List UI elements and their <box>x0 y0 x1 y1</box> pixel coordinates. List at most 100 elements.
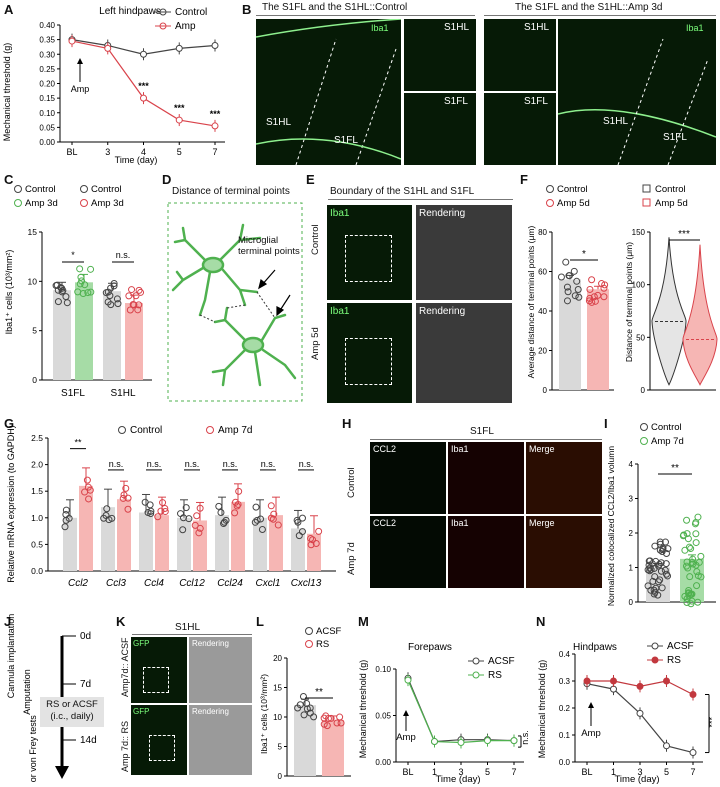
c-ctrl-0-dot-5 <box>62 293 70 301</box>
f-left-amp-dot-11 <box>590 293 598 301</box>
panel-label-i: I <box>604 416 608 431</box>
panel-label-j: J <box>4 614 12 629</box>
f-left-ytick-label-3: 60 <box>538 268 547 277</box>
g-xtick-label-0: Ccl2 <box>68 578 88 589</box>
g-amp-6-dot-1 <box>312 539 320 547</box>
c-xtick-label-1: S1HL <box>110 388 135 399</box>
c-plot: 0 5 10 15 S1FL * S1HL n.s. <box>28 227 152 399</box>
n-xtick-label-1: 1 <box>611 767 616 777</box>
g-sig-4: n.s. <box>223 459 238 469</box>
i-ytick-label-2: 2 <box>629 529 634 538</box>
l-legend-0: ACSF <box>316 626 342 637</box>
g-ctrl-5-dot-1 <box>258 525 266 533</box>
d-label: Microglial terminal points <box>238 235 300 257</box>
n-ytick-label-2: 0.2 <box>559 704 571 713</box>
a-ytick-label-0: 0.00 <box>39 138 55 147</box>
n-ytick-label-3: 0.3 <box>559 677 571 686</box>
k-rs-gfp: GFP <box>131 705 187 775</box>
c-amp-0-dot-1 <box>87 265 95 273</box>
l-acsf-dot-4 <box>303 705 311 713</box>
m-ytick-label-1: 0.05 <box>375 712 391 721</box>
i-ctrl-dot-4 <box>656 538 664 546</box>
e-row-control: Control <box>310 224 321 255</box>
l-ytick-label-2: 10 <box>273 713 282 722</box>
c-amp-1-dot-5 <box>125 292 133 300</box>
h-row-control: Control <box>346 467 357 498</box>
i-amp-dot-33 <box>694 598 702 606</box>
i-legend-marker-0 <box>640 423 648 431</box>
k-gfp-label-0: GFP <box>133 639 150 648</box>
f-left-ytick-label-2: 40 <box>538 307 547 316</box>
g-ytick-label-1: 0.5 <box>31 539 43 549</box>
i-ctrl-dot-26 <box>657 559 665 567</box>
i-amp-dot-28 <box>684 564 692 572</box>
panel-label-e: E <box>306 172 315 187</box>
c-ctrl-1-dot-8 <box>107 301 115 309</box>
l-acsf-dot-8 <box>310 713 318 721</box>
m-series-1-point-4 <box>510 737 518 745</box>
a-series-1-point-0 <box>68 37 76 45</box>
d-distance-lines <box>199 291 276 323</box>
n-legend-0: ACSF <box>667 641 694 652</box>
m-xtick-label-0: BL <box>402 767 413 777</box>
h-underline <box>370 439 602 440</box>
i-ctrl-dot-27 <box>646 564 654 572</box>
g-sig-0: ** <box>74 438 82 448</box>
g-xtick-label-4: Ccl24 <box>217 578 243 589</box>
a-ytick-label-4: 0.20 <box>39 80 55 89</box>
h-iba1-control: Iba1 <box>448 442 524 514</box>
f-left-amp-dot-10 <box>591 297 599 305</box>
f-ylabel-left: Average distance of terminal points (μm) <box>526 226 536 379</box>
i-amp-dot-2 <box>681 546 689 554</box>
f-legend-left-0: Control <box>557 184 588 195</box>
c-amp-0-dot-5 <box>77 273 85 281</box>
j-label-14: 14d <box>80 735 97 746</box>
c-amp-0-dot-9 <box>84 289 92 297</box>
g-amp-4-dot-0 <box>233 502 241 510</box>
h-merge-control: Merge <box>526 442 602 514</box>
i-amp-dot-3 <box>692 539 700 547</box>
m-title: Forepaws <box>408 642 452 653</box>
h-iba1-amp: Iba1 <box>448 516 524 588</box>
i-ytick-label-3: 3 <box>629 495 634 504</box>
c-legend-marker-2 <box>80 185 88 193</box>
b-s1hl-control-zoom: S1HL <box>444 22 470 33</box>
a-ytick-label-1: 0.05 <box>39 123 55 132</box>
k-rs-rendering: Rendering <box>189 705 252 775</box>
a-xtick-label-2: 4 <box>141 147 146 157</box>
g-ctrl-3-dot-4 <box>177 510 185 518</box>
g-sig-3: n.s. <box>185 459 200 469</box>
m-xlabel: Time (day) <box>435 774 480 785</box>
f-legend-left-1: Amp 5d <box>557 198 590 209</box>
b-title-left: The S1FL and the S1HL::Control <box>262 2 408 13</box>
k-rendering-label-1: Rendering <box>192 707 229 716</box>
d-microglia <box>171 223 297 387</box>
f-legend-right-0: Control <box>655 184 686 195</box>
a-ytick-label-6: 0.30 <box>39 50 55 59</box>
m-series-0-line <box>407 678 515 743</box>
c-ytick-label-1: 5 <box>32 326 37 336</box>
g-ctrl-2-dot-4 <box>147 507 155 515</box>
n-series-1-point-0 <box>583 677 591 685</box>
i-amp-dot-8 <box>697 552 705 560</box>
g-ctrl-5-bar <box>253 517 267 571</box>
m-legend-0: ACSF <box>488 656 515 667</box>
g-ctrl-1-dot-3 <box>105 516 113 524</box>
i-amp-dot-37 <box>683 516 691 524</box>
i-amp-dot-7 <box>689 555 697 563</box>
g-amp-3-dot-0 <box>193 512 201 520</box>
i-amp-dot-34 <box>692 561 700 569</box>
g-legend-0: Control <box>130 425 162 436</box>
g-amp-0-dot-3 <box>83 476 91 484</box>
f-right-amp-violin <box>682 244 718 386</box>
f-right-ytick-label-1: 50 <box>636 333 645 342</box>
m-series-1-point-3 <box>484 737 491 745</box>
g-ctrl-1-dot-4 <box>103 505 111 513</box>
n-series-0-point-3 <box>663 742 670 750</box>
h-merge-label-0: Merge <box>529 444 555 454</box>
i-legend-marker-1 <box>640 437 648 445</box>
c-ctrl-1-dot-4 <box>107 284 115 292</box>
a-series-0-point-4 <box>211 41 219 49</box>
e-control-iba1: Iba1 <box>327 205 412 300</box>
f-left-ctrl-dot-8 <box>573 277 581 285</box>
